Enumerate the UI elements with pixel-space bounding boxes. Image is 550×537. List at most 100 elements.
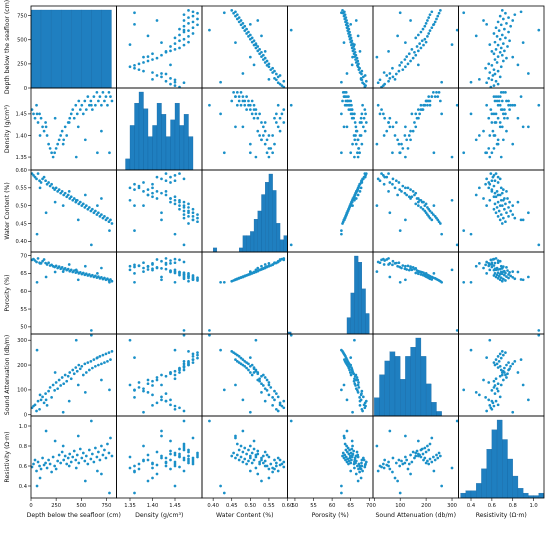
cell-frame (30, 169, 117, 253)
scatter-point (235, 17, 239, 21)
scatter-point (406, 62, 410, 66)
scatter-point (173, 348, 177, 352)
scatter-point (504, 220, 507, 224)
scatter-point (462, 151, 466, 155)
scatter-point (232, 451, 235, 455)
scatter-point (428, 29, 432, 32)
scatter-point (182, 13, 186, 17)
histogram-bar (507, 458, 513, 499)
scatter-point (278, 458, 282, 462)
scatter-point (416, 116, 420, 120)
scatter-point (401, 184, 405, 188)
scatter-point (261, 125, 265, 129)
scatter-point (146, 268, 150, 271)
scatter-point (191, 218, 195, 222)
scatter-point (359, 393, 363, 397)
scatter-point (164, 79, 168, 83)
scatter-point (100, 103, 103, 107)
scatter-point (234, 278, 237, 282)
scatter-point (492, 386, 496, 389)
scatter-point (360, 142, 364, 146)
cell-porosity-depth (30, 251, 117, 335)
scatter-point (137, 462, 141, 466)
scatter-point (275, 78, 278, 82)
scatter-point (169, 82, 172, 86)
scatter-point (478, 186, 481, 190)
scatter-point (344, 448, 348, 452)
scatter-point (426, 19, 429, 22)
scatter-point (487, 116, 491, 120)
scatter-point (47, 458, 50, 462)
histogram-bar (365, 313, 370, 335)
scatter-point (169, 197, 172, 200)
scatter-point (469, 232, 473, 236)
scatter-point (387, 464, 390, 468)
scatter-point (57, 188, 61, 191)
scatter-point (387, 121, 390, 124)
histogram-bar (486, 449, 493, 499)
y-tick-label: 0.50 (15, 203, 27, 209)
scatter-point (237, 16, 241, 19)
scatter-point (60, 190, 64, 193)
scatter-point (427, 99, 431, 103)
cell-frame (201, 415, 288, 499)
scatter-point (282, 406, 286, 410)
scatter-point (182, 442, 186, 446)
scatter-point (388, 467, 392, 471)
scatter-point (500, 350, 504, 353)
scatter-point (428, 13, 432, 17)
scatter-point (63, 373, 67, 377)
scatter-point (263, 142, 267, 146)
scatter-point (348, 448, 351, 452)
histogram-bar (350, 292, 355, 335)
scatter-point (404, 41, 407, 45)
scatter-point (84, 108, 88, 111)
scatter-point (196, 455, 199, 459)
scatter-point (340, 151, 343, 155)
scatter-point (137, 62, 141, 66)
scatter-point (409, 472, 412, 476)
scatter-point (398, 151, 402, 155)
scatter-point (341, 99, 344, 103)
scatter-point (146, 55, 150, 59)
cell-frame (201, 333, 288, 417)
scatter-point (484, 396, 487, 399)
scatter-point (427, 95, 431, 98)
scatter-point (182, 458, 186, 462)
scatter-point (494, 399, 498, 403)
scatter-point (388, 116, 392, 120)
scatter-point (357, 386, 361, 389)
scatter-point (498, 14, 502, 18)
scatter-point (492, 52, 496, 56)
scatter-point (77, 99, 81, 103)
scatter-point (248, 410, 252, 414)
histogram-bar (272, 190, 277, 253)
x-tick-label: 0.50 (245, 503, 257, 509)
scatter-point (275, 121, 278, 124)
scatter-point (90, 103, 93, 107)
scatter-point (178, 406, 181, 410)
scatter-point (382, 71, 386, 74)
histogram-bar (425, 383, 432, 417)
histogram-bar (91, 9, 102, 89)
scatter-point (462, 11, 466, 15)
scatter-point (151, 71, 154, 74)
scatter-point (260, 456, 263, 460)
scatter-point (45, 403, 49, 407)
scatter-point (433, 458, 437, 462)
scatter-point (426, 459, 429, 463)
scatter-point (160, 434, 163, 438)
scatter-point (100, 444, 103, 448)
scatter-point (378, 179, 382, 183)
scatter-point (33, 116, 37, 120)
y-tick-label: 0 (24, 413, 27, 419)
scatter-point (500, 272, 504, 276)
scatter-point (495, 35, 499, 38)
scatter-point (427, 448, 431, 452)
scatter-point (488, 182, 492, 186)
scatter-point (499, 368, 503, 372)
scatter-point (83, 479, 87, 483)
scatter-point (248, 142, 252, 146)
scatter-point (237, 99, 241, 103)
scatter-point (160, 278, 163, 282)
